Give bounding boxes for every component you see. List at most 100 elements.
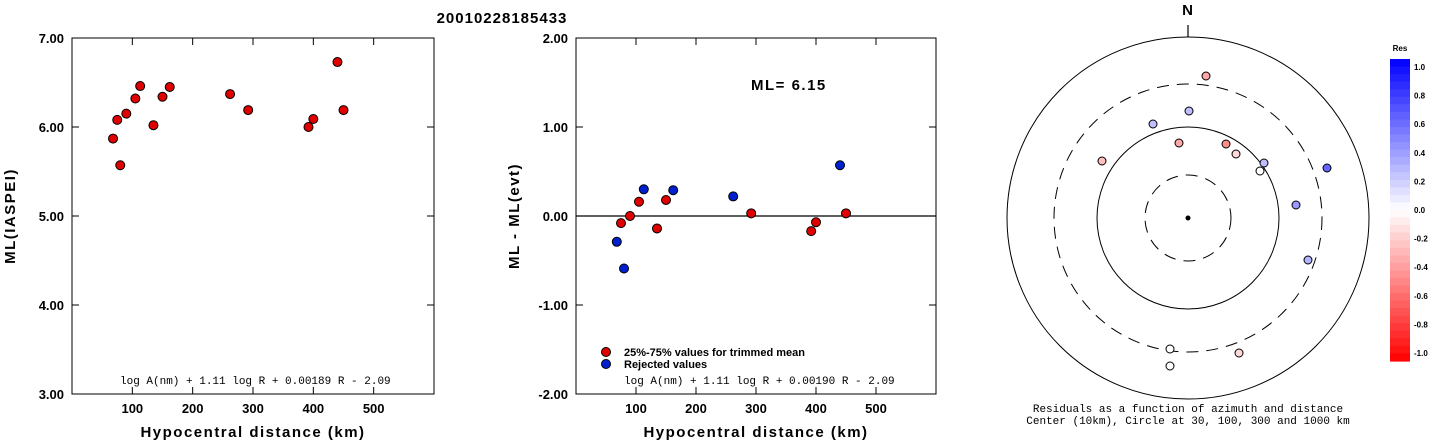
- data-point: [728, 191, 739, 202]
- data-point: [625, 211, 635, 221]
- data-point: [225, 89, 236, 100]
- data-point: [115, 160, 126, 171]
- data-point: [806, 226, 817, 237]
- center-dot: [1185, 215, 1191, 221]
- x-tick-label: 500: [865, 401, 887, 416]
- colorbar-segment: [1390, 59, 1410, 68]
- colorbar-segment: [1390, 232, 1410, 241]
- colorbar-segment: [1390, 300, 1410, 309]
- x-tick-label: 300: [242, 401, 264, 416]
- station-residual-point: [1165, 361, 1175, 371]
- formula-label: log A(nm) + 1.11 log R + 0.00190 R - 2.0…: [624, 376, 895, 388]
- colorbar-segment: [1390, 74, 1410, 83]
- colorbar-segment: [1390, 142, 1410, 151]
- main-title: 20010228185433: [437, 10, 568, 27]
- data-point: [811, 217, 821, 228]
- station-residual-point: [1322, 163, 1332, 173]
- x-axis-title: Hypocentral distance (km): [140, 424, 365, 441]
- x-tick-label: 100: [121, 401, 143, 416]
- x-tick-label: 200: [685, 401, 707, 416]
- colorbar-segment: [1390, 157, 1410, 166]
- colorbar-segment: [1390, 240, 1410, 249]
- colorbar-segment: [1390, 315, 1410, 324]
- colorbar-tick-label: 0.2: [1414, 177, 1426, 186]
- data-point: [332, 57, 343, 68]
- colorbar-segment: [1390, 119, 1410, 128]
- colorbar-tick-label: 0.6: [1414, 120, 1426, 129]
- y-tick-label: 6.00: [39, 120, 64, 135]
- middle-panel-residual-vs-distance: -2.00 -1.00 0.00 1.00 2.00 100 200 300 400 500 Hyp…: [506, 31, 937, 441]
- colorbar-tick-label: -0.6: [1414, 292, 1428, 301]
- colorbar-tick-label: 1.0: [1414, 63, 1426, 72]
- data-point: [164, 81, 175, 92]
- station-residual-point: [1148, 119, 1158, 129]
- left-panel-ml-vs-distance: 3.00 4.00 5.00 6.00 7.00 100 200 300 400 500 Hypoc…: [2, 31, 435, 441]
- legend-label: Rejected values: [624, 359, 707, 371]
- circle-30km: [1144, 174, 1232, 262]
- station-residual-point: [1201, 71, 1211, 81]
- data-point: [135, 81, 146, 92]
- x-tick-label: 400: [805, 401, 827, 416]
- x-tick-label: 300: [745, 401, 767, 416]
- y-tick-label: -2.00: [538, 387, 568, 402]
- data-point: [130, 93, 141, 104]
- data-point: [243, 105, 254, 116]
- colorbar-segment: [1390, 111, 1410, 120]
- station-residual-point: [1234, 348, 1244, 358]
- data-point: [157, 91, 168, 102]
- colorbar-title: Res: [1393, 44, 1408, 53]
- y-axis-title: ML(IASPEI): [2, 168, 19, 264]
- colorbar-segment: [1390, 217, 1410, 226]
- x-tick-label: 500: [363, 401, 385, 416]
- colorbar-segment: [1390, 149, 1410, 158]
- data-point: [835, 160, 845, 171]
- plot-frame: [71, 37, 435, 395]
- station-residual-point: [1303, 255, 1313, 265]
- colorbar-segment: [1390, 81, 1410, 90]
- data-point: [148, 120, 159, 131]
- colorbar-segment: [1390, 338, 1410, 347]
- x-axis-title: Hypocentral distance (km): [643, 424, 868, 441]
- data-point: [112, 114, 123, 125]
- data-point: [661, 194, 671, 205]
- colorbar-segment: [1390, 293, 1410, 302]
- data-point: [841, 208, 851, 219]
- formula-label: log A(nm) + 1.11 log R + 0.00189 R - 2.0…: [120, 376, 391, 388]
- data-point: [638, 184, 649, 195]
- colorbar-tick-label: -1.0: [1414, 349, 1428, 358]
- circle-300km: [1053, 83, 1323, 353]
- data-point: [611, 236, 622, 247]
- colorbar-tick-label: 0.0: [1414, 206, 1426, 215]
- caption-line-1: Residuals as a function of azimuth and d…: [1033, 404, 1343, 416]
- station-residual-point: [1165, 344, 1175, 354]
- y-tick-label: 0.00: [543, 209, 568, 224]
- colorbar-tick-label: 0.8: [1414, 92, 1426, 101]
- colorbar-segment: [1390, 255, 1410, 264]
- colorbar-segment: [1390, 353, 1410, 362]
- caption-line-2: Center (10km), Circle at 30, 100, 300 an…: [1026, 416, 1350, 428]
- data-point: [668, 185, 679, 196]
- colorbar-tick-label: -0.2: [1414, 235, 1428, 244]
- colorbar-segment: [1390, 194, 1410, 204]
- data-point: [616, 218, 626, 229]
- y-tick-label: 7.00: [39, 31, 64, 46]
- data-point: [634, 196, 644, 207]
- data-point: [652, 223, 662, 234]
- x-tick-label: 100: [625, 401, 647, 416]
- data-point: [619, 263, 629, 274]
- colorbar-segment: [1390, 285, 1410, 294]
- y-tick-label: 4.00: [39, 298, 64, 313]
- data-point: [121, 108, 132, 119]
- right-panel-azimuth-residuals: N Residuals as a function of azimuth and …: [1006, 2, 1428, 428]
- y-tick-label: 1.00: [543, 120, 568, 135]
- colorbar-segment: [1390, 262, 1410, 271]
- colorbar-segment: [1390, 270, 1410, 279]
- station-residual-point: [1221, 139, 1231, 149]
- legend-marker: [601, 359, 611, 369]
- colorbar-segment: [1390, 104, 1410, 113]
- station-residual-point: [1259, 158, 1269, 168]
- y-tick-label: 5.00: [39, 209, 64, 224]
- data-point: [303, 122, 314, 132]
- colorbar-segment: [1390, 66, 1410, 75]
- data-point: [746, 208, 757, 219]
